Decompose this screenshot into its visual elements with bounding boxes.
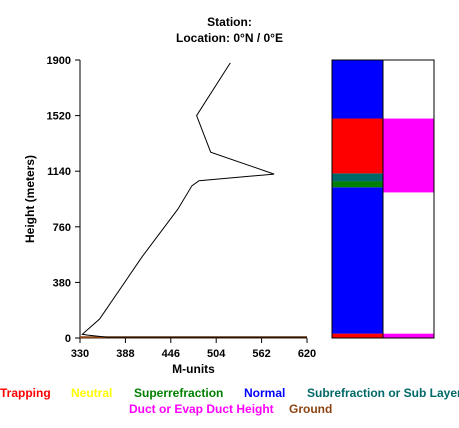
refraction-segment xyxy=(332,333,383,338)
legend-item: Neutral xyxy=(71,386,113,400)
x-tick-label: 446 xyxy=(162,348,180,360)
station-label: Station: xyxy=(207,15,252,29)
page-title: Station: Location: 0°N / 0°E xyxy=(0,14,459,46)
plot-area: 0 380 760 1140 1520 1900 330 388 446 504 562 620 M-u… xyxy=(23,55,316,376)
legend-item: Ground xyxy=(289,402,333,416)
category-columns xyxy=(331,59,435,339)
refraction-segment xyxy=(332,118,383,174)
legend-item: Normal xyxy=(244,386,286,400)
x-axis-title: M-units xyxy=(172,362,215,376)
duct-segment xyxy=(383,192,434,334)
y-axis-title: Height (meters) xyxy=(23,155,37,243)
x-tick-label: 388 xyxy=(116,348,134,360)
legend-item: Superrefraction xyxy=(134,386,224,400)
legend-row-1: Trapping Neutral Superrefraction Normal Subr… xyxy=(0,386,459,402)
legend-row-2: Duct or Evap Duct Height Ground xyxy=(0,402,459,418)
refraction-segment xyxy=(332,187,383,334)
x-tick-label: 620 xyxy=(298,348,316,360)
x-tick-label: 562 xyxy=(252,348,270,360)
location-label: Location: 0°N / 0°E xyxy=(176,31,283,45)
legend-item: Subrefraction or Sub Layer xyxy=(307,386,459,400)
refraction-segment xyxy=(332,181,383,188)
refraction-segment xyxy=(332,60,383,119)
y-tick-label: 380 xyxy=(53,277,71,289)
y-tick-label: 1520 xyxy=(47,111,71,123)
y-tick-label: 1900 xyxy=(47,55,71,67)
duct-segment xyxy=(383,118,434,193)
y-tick-label: 760 xyxy=(53,222,71,234)
duct-segment xyxy=(383,60,434,119)
legend-item: Duct or Evap Duct Height xyxy=(129,402,274,416)
m-unit-profile-line xyxy=(81,62,307,338)
y-tick-label: 0 xyxy=(65,333,71,345)
refraction-segment xyxy=(332,173,383,182)
duct-segment xyxy=(383,333,434,338)
legend-item: Trapping xyxy=(0,386,51,400)
x-tick-label: 330 xyxy=(71,348,89,360)
y-tick-label: 1140 xyxy=(47,166,71,178)
x-tick-label: 504 xyxy=(207,348,226,360)
